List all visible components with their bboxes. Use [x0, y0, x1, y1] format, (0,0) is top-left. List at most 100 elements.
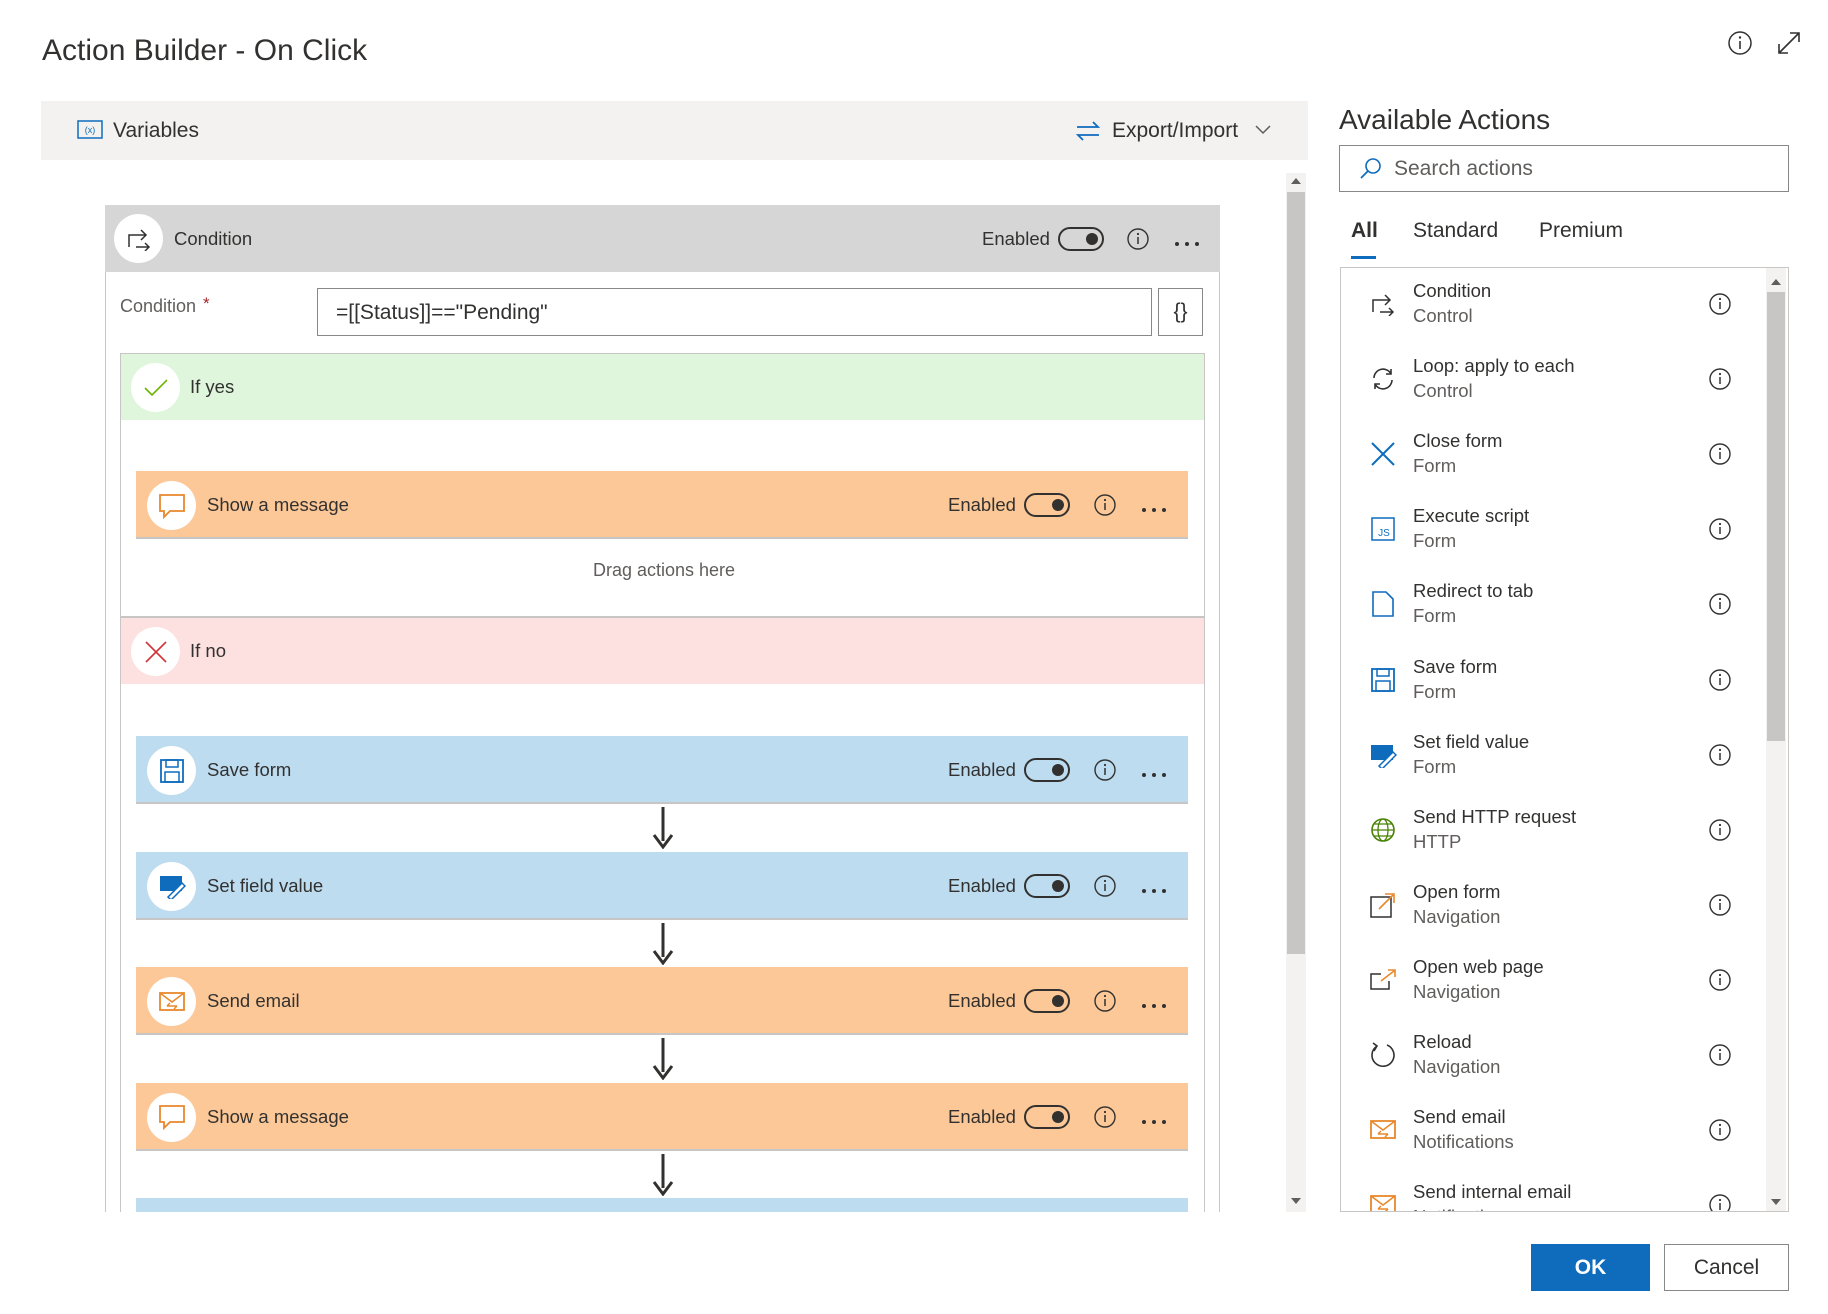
- more-button[interactable]: [1174, 235, 1200, 246]
- action-item[interactable]: Send email Notifications: [1341, 1094, 1765, 1169]
- action-item[interactable]: JS Execute script Form: [1341, 493, 1765, 568]
- scroll-up[interactable]: [1289, 176, 1303, 186]
- yes-header: [121, 354, 1204, 420]
- variables-button[interactable]: Variables: [113, 119, 199, 142]
- scroll-down[interactable]: [1289, 1196, 1303, 1206]
- item-name: Loop: apply to each: [1413, 355, 1575, 377]
- action-card: [136, 851, 1188, 920]
- svg-text:JS: JS: [1378, 528, 1390, 539]
- toggle[interactable]: [1024, 873, 1070, 898]
- panel-title: Available Actions: [1339, 104, 1551, 135]
- item-category: Form: [1413, 680, 1457, 702]
- item-info[interactable]: [1708, 968, 1732, 992]
- item-category: Control: [1413, 380, 1473, 402]
- canvas: ConditionEnabledCondition*=[[Status]]=="…: [41, 165, 1284, 1212]
- action-item[interactable]: Save form Form: [1341, 644, 1765, 719]
- item-info[interactable]: [1708, 592, 1732, 616]
- action-item[interactable]: Reload Navigation: [1341, 1019, 1765, 1094]
- info-button[interactable]: [1093, 989, 1117, 1013]
- info-button[interactable]: [1093, 874, 1117, 898]
- action-icon: [147, 746, 196, 795]
- svg-text:(x): (x): [85, 125, 96, 135]
- item-category: Form: [1413, 605, 1457, 627]
- list-scroll-up[interactable]: [1769, 274, 1783, 285]
- search-box[interactable]: [1339, 145, 1789, 192]
- no-icon: [131, 627, 180, 676]
- no-branch: [120, 617, 1205, 1212]
- action-item[interactable]: Close form Form: [1341, 418, 1765, 493]
- item-info[interactable]: [1708, 893, 1732, 917]
- flow-arrow: [652, 1153, 674, 1196]
- action-card: [136, 471, 1188, 539]
- tab-underline: [1351, 256, 1376, 259]
- action-card: [136, 736, 1188, 804]
- more-button[interactable]: [1141, 882, 1167, 893]
- item-category: Form: [1413, 530, 1457, 552]
- toggle[interactable]: [1024, 1104, 1070, 1129]
- dialog-title: Action Builder - On Click: [42, 34, 368, 67]
- action-card: [136, 1198, 1188, 1212]
- item-icon: [1368, 890, 1398, 920]
- item-info[interactable]: [1708, 442, 1732, 466]
- toggle[interactable]: [1024, 493, 1070, 517]
- item-category: Notifications: [1413, 1131, 1514, 1153]
- action-item[interactable]: Open form Navigation: [1341, 869, 1765, 944]
- item-icon: [1368, 740, 1398, 770]
- action-item[interactable]: Send HTTP request HTTP: [1341, 794, 1765, 869]
- action-item[interactable]: Send internal email Notifications: [1341, 1169, 1765, 1211]
- item-icon: [1368, 364, 1398, 394]
- toggle[interactable]: [1024, 758, 1070, 782]
- search-icon: [1360, 158, 1381, 179]
- expand-button[interactable]: [1776, 30, 1802, 56]
- more-button[interactable]: [1141, 766, 1167, 777]
- tab[interactable]: Premium: [1539, 219, 1624, 242]
- item-info[interactable]: [1708, 1043, 1732, 1067]
- action-item[interactable]: Open web page Navigation: [1341, 944, 1765, 1019]
- list-scroll-thumb[interactable]: [1767, 292, 1785, 741]
- info-button[interactable]: [1093, 1105, 1117, 1129]
- info-button[interactable]: [1093, 493, 1117, 517]
- item-info[interactable]: [1708, 292, 1732, 316]
- item-info[interactable]: [1708, 1193, 1732, 1211]
- flow-arrow: [652, 1038, 674, 1081]
- action-item[interactable]: Redirect to tab Form: [1341, 568, 1765, 643]
- item-icon: [1368, 289, 1398, 319]
- item-category: Navigation: [1413, 905, 1501, 927]
- toggle[interactable]: [1024, 989, 1070, 1013]
- toggle[interactable]: [1058, 226, 1104, 251]
- toolbar: [41, 101, 1308, 160]
- item-info[interactable]: [1708, 517, 1732, 541]
- more-button[interactable]: [1141, 997, 1167, 1008]
- tab[interactable]: All: [1351, 219, 1378, 242]
- item-info[interactable]: [1708, 818, 1732, 842]
- info-button[interactable]: [1126, 227, 1150, 251]
- info-button[interactable]: [1727, 30, 1753, 56]
- item-category: Form: [1413, 455, 1457, 477]
- tab[interactable]: Standard: [1413, 219, 1499, 242]
- item-info[interactable]: [1708, 668, 1732, 692]
- item-icon: [1368, 589, 1398, 619]
- item-name: Close form: [1413, 430, 1503, 452]
- more-button[interactable]: [1141, 501, 1167, 512]
- item-icon: [1368, 1040, 1398, 1070]
- item-category: Navigation: [1413, 1056, 1501, 1077]
- action-item[interactable]: Set field value Form: [1341, 719, 1765, 794]
- scroll-thumb[interactable]: [1287, 192, 1305, 954]
- condition-icon: [114, 214, 163, 263]
- more-button[interactable]: [1141, 1113, 1167, 1124]
- list-scroll-down[interactable]: [1769, 1194, 1783, 1205]
- expression-input[interactable]: [317, 288, 1152, 336]
- export-import-button[interactable]: Export/Import: [1112, 119, 1239, 142]
- item-info[interactable]: [1708, 1118, 1732, 1142]
- cancel-button[interactable]: Cancel: [1664, 1244, 1789, 1291]
- action-item[interactable]: Loop: apply to each Control: [1341, 343, 1765, 418]
- actions-list: Condition Control Loop: apply to each Contr…: [1340, 267, 1789, 1212]
- item-info[interactable]: [1708, 367, 1732, 391]
- braces-button[interactable]: {}: [1158, 288, 1203, 336]
- info-button[interactable]: [1093, 758, 1117, 782]
- item-info[interactable]: [1708, 743, 1732, 767]
- item-name: Open form: [1413, 880, 1501, 902]
- action-item[interactable]: Condition Control: [1341, 268, 1765, 343]
- ok-button[interactable]: OK: [1531, 1244, 1650, 1291]
